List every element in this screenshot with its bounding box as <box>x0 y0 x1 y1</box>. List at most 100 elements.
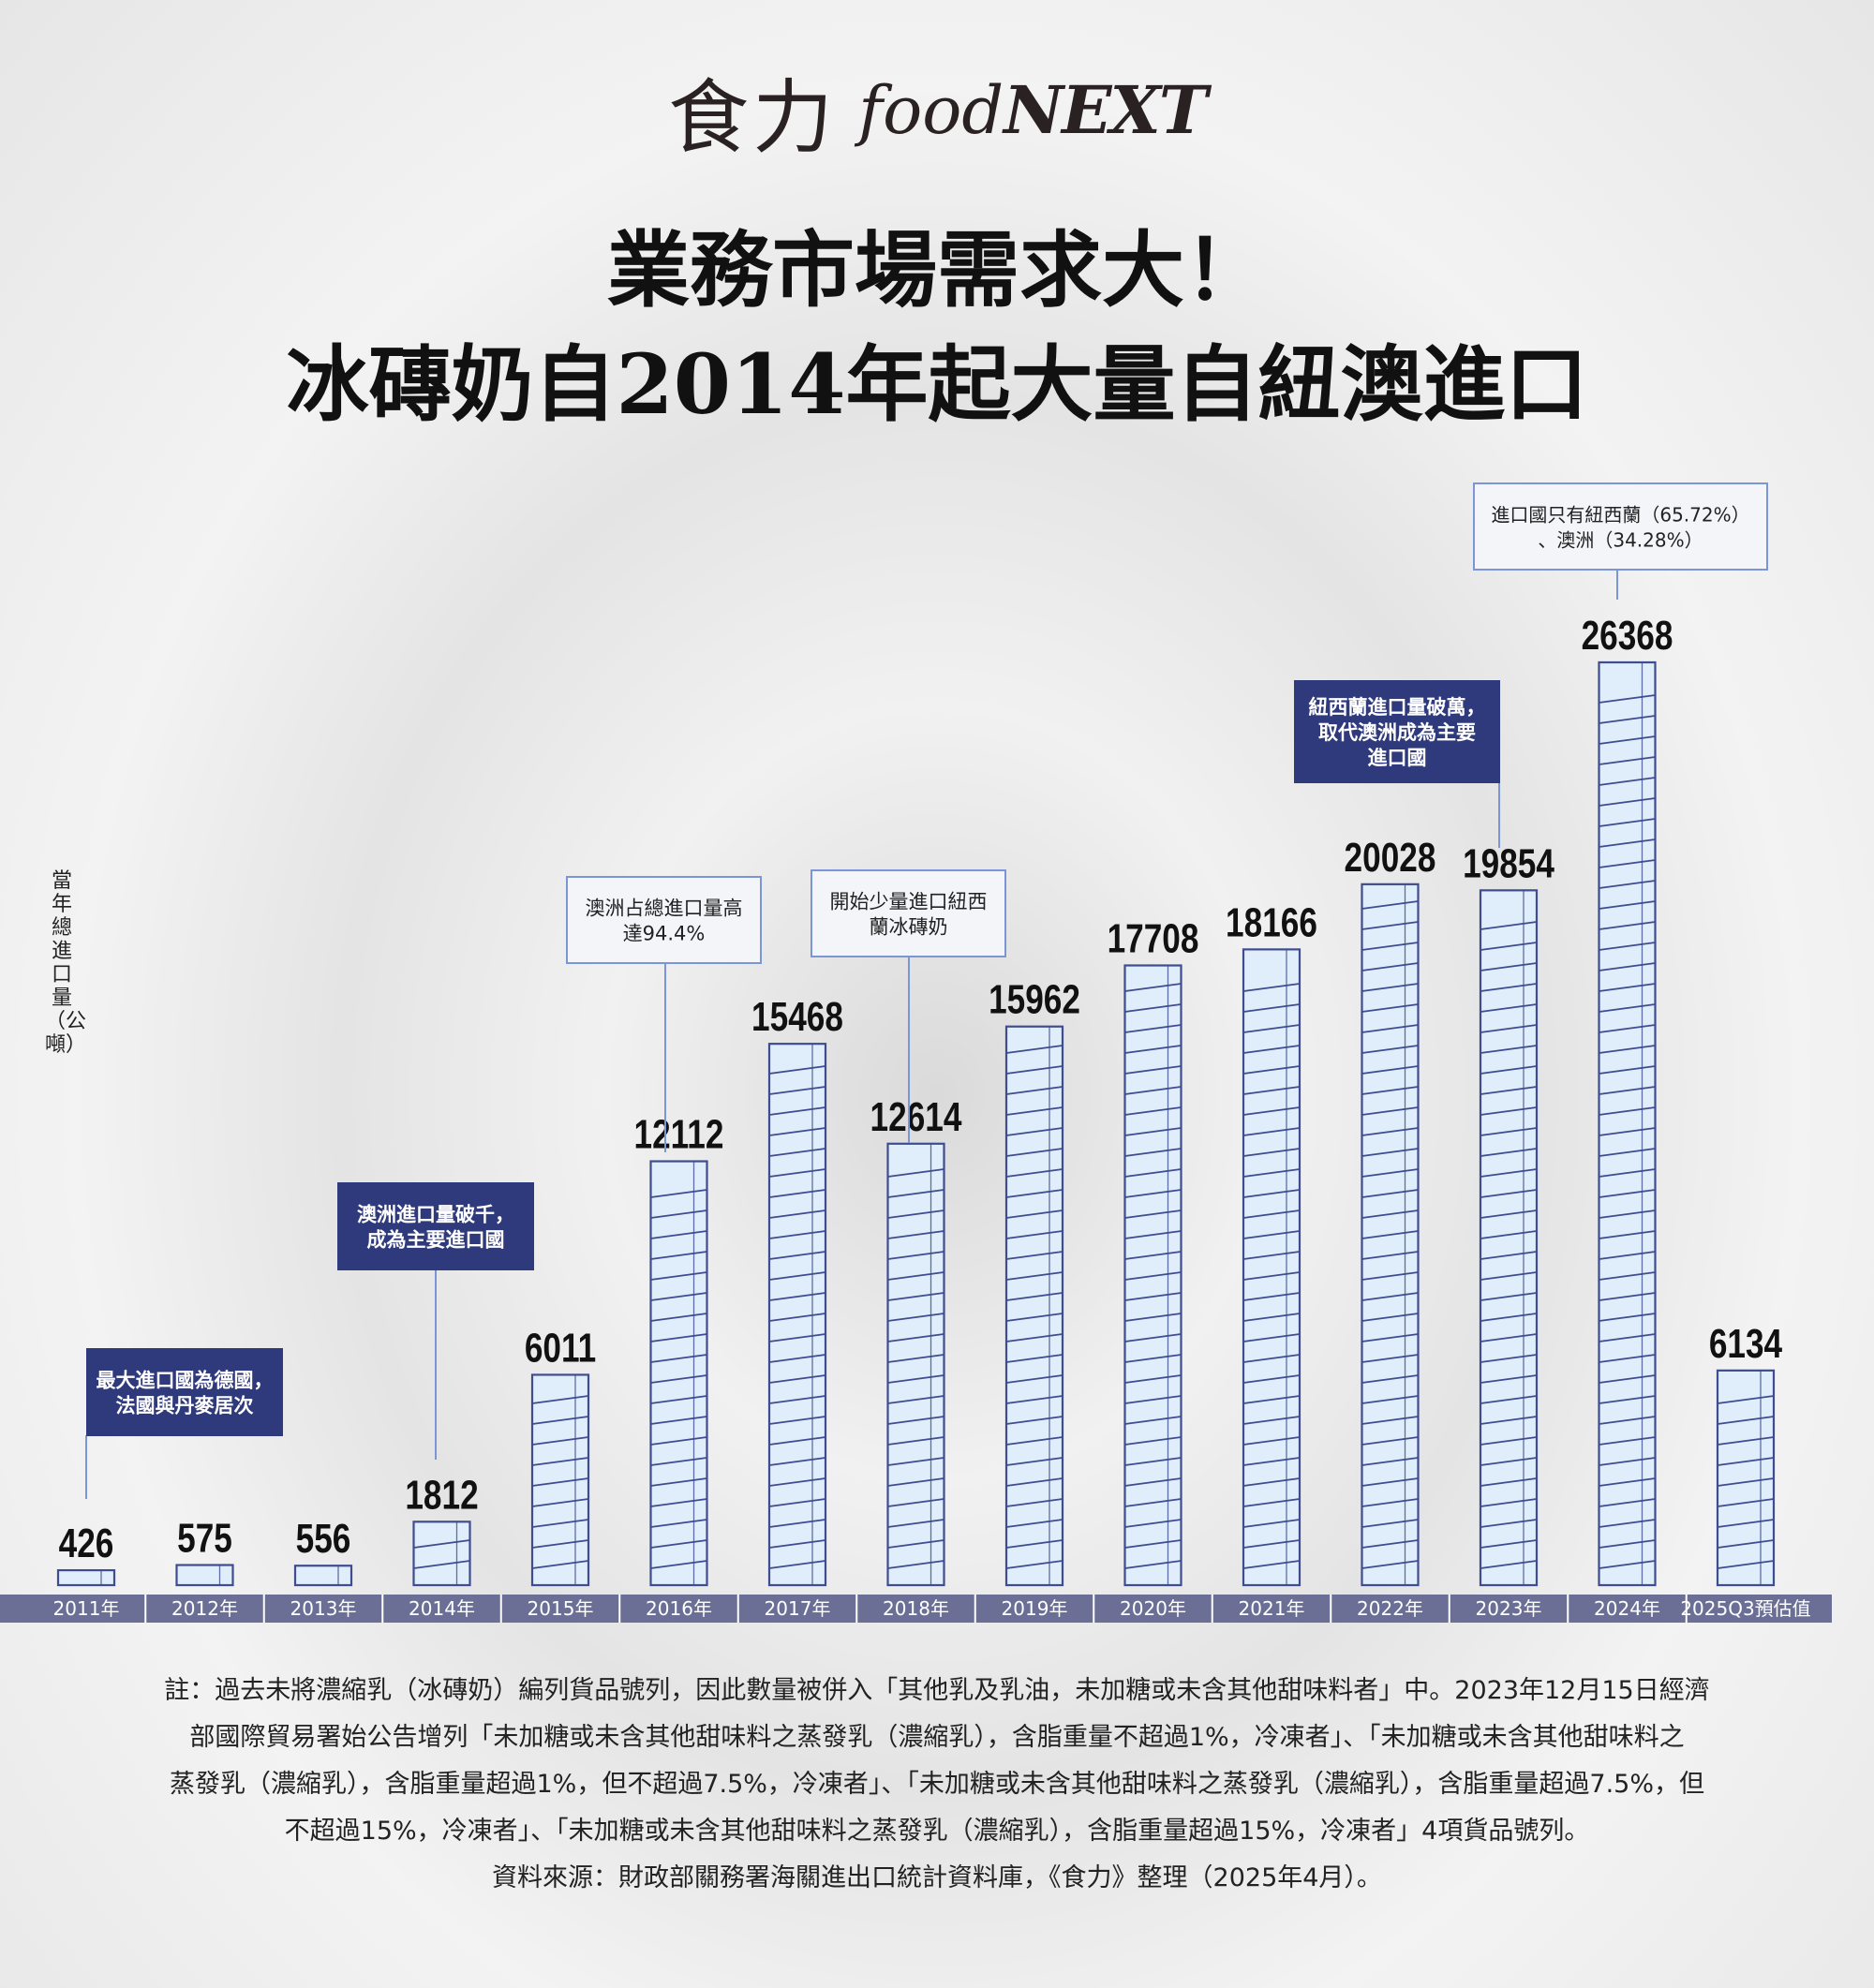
bar-10-slab-8 <box>1242 1416 1301 1425</box>
bar-13-slab-3 <box>1599 1519 1656 1528</box>
bar-13-slab-16 <box>1599 1251 1656 1260</box>
bar-5-slab-1 <box>650 1560 707 1569</box>
bar-11-slab-8 <box>1361 1416 1419 1425</box>
bar-6-slab-23 <box>768 1106 826 1116</box>
bar-10 <box>1242 948 1301 1587</box>
bar-9-slab-25 <box>1124 1065 1182 1075</box>
bar-10-slab-6 <box>1242 1457 1301 1466</box>
bar-6-slab-11 <box>768 1354 826 1363</box>
annotation-box-4 <box>1294 680 1500 783</box>
bar-10-slab-25 <box>1242 1065 1301 1075</box>
bar-7-slab-19 <box>887 1189 944 1198</box>
bar-12-slab-7 <box>1480 1436 1538 1446</box>
bar-10-slab-16 <box>1242 1251 1301 1260</box>
bar-13-slab-8 <box>1599 1416 1656 1425</box>
bar-11-slab-27 <box>1361 1024 1419 1033</box>
bar-6-slab-19 <box>768 1189 826 1198</box>
bar-8-slab-4 <box>1005 1498 1063 1507</box>
bar-12-slab-6 <box>1480 1457 1538 1466</box>
bar-11-slab-32 <box>1361 921 1419 930</box>
brand-chinese-name: 食力 <box>668 71 838 165</box>
value-label-9: 17708 <box>1108 916 1199 962</box>
bar-4-slab-9 <box>531 1395 589 1404</box>
bar-5-slab-19 <box>650 1189 707 1198</box>
bar-5 <box>649 1160 708 1587</box>
bar-8-slab-3 <box>1005 1519 1063 1528</box>
bar-11-slab-17 <box>1361 1230 1419 1239</box>
bar-9-slab-20 <box>1124 1168 1182 1178</box>
bar-13-slab-32 <box>1599 921 1656 930</box>
bar-11-slab-25 <box>1361 1065 1419 1075</box>
bar-9-slab-3 <box>1124 1519 1182 1528</box>
bar-9-slab-5 <box>1124 1477 1182 1487</box>
bar-5-slab-18 <box>650 1209 707 1219</box>
bar-10-slab-21 <box>1242 1148 1301 1157</box>
bar-13-slab-25 <box>1599 1065 1656 1075</box>
bar-6-slab-8 <box>768 1416 826 1425</box>
bar-8-slab-22 <box>1005 1127 1063 1136</box>
bar-5-slab-12 <box>650 1333 707 1343</box>
bar-14-slab-2 <box>1717 1539 1775 1549</box>
bar-13-slab-37 <box>1599 818 1656 827</box>
annotation-box-1 <box>337 1182 534 1270</box>
bar-8-slab-10 <box>1005 1374 1063 1384</box>
bar-5-slab-11 <box>650 1354 707 1363</box>
bar-11-slab-2 <box>1361 1539 1419 1549</box>
value-label-10: 18166 <box>1226 900 1317 946</box>
bar-7-slab-16 <box>887 1251 944 1260</box>
bar-12-slab-26 <box>1480 1045 1538 1054</box>
bar-8-slab-14 <box>1005 1292 1063 1301</box>
bar-7-slab-10 <box>887 1374 944 1384</box>
annotation-text-0-1: 法國與丹麥居次 <box>116 1395 254 1417</box>
bar-7-slab-17 <box>887 1230 944 1239</box>
bar-11-slab-9 <box>1361 1395 1419 1404</box>
bar-13-slab-36 <box>1599 838 1656 848</box>
bar-10-slab-3 <box>1242 1519 1301 1528</box>
bar-6-slab-17 <box>768 1230 826 1239</box>
bar-12-slab-30 <box>1480 962 1538 972</box>
bar-13-slab-31 <box>1599 942 1656 951</box>
category-label-0: 2011年 <box>53 1597 120 1620</box>
bar-7-slab-14 <box>887 1292 944 1301</box>
annotation-text-0-0: 最大進口國為德國， <box>97 1370 274 1392</box>
bar-13-slab-11 <box>1599 1354 1656 1363</box>
bar-11-slab-19 <box>1361 1189 1419 1198</box>
bar-10-slab-1 <box>1242 1560 1301 1569</box>
bar-3-slab-1 <box>413 1560 470 1569</box>
bar-7-slab-13 <box>887 1313 944 1322</box>
bar-4-slab-2 <box>531 1539 589 1549</box>
value-label-6: 15468 <box>751 995 843 1041</box>
bar-7-slab-7 <box>887 1436 944 1446</box>
bar-10-slab-11 <box>1242 1354 1301 1363</box>
bar-5-slab-2 <box>650 1539 707 1549</box>
bar-10-slab-15 <box>1242 1271 1301 1281</box>
bar-10-slab-17 <box>1242 1230 1301 1239</box>
value-label-11: 20028 <box>1345 835 1436 881</box>
bar-12-slab-14 <box>1480 1292 1538 1301</box>
bar-12-slab-23 <box>1480 1106 1538 1116</box>
bar-4-slab-5 <box>531 1477 589 1487</box>
value-label-0: 426 <box>59 1521 114 1566</box>
bar-7-slab-18 <box>887 1209 944 1219</box>
bar-12-slab-25 <box>1480 1065 1538 1075</box>
bar-12-slab-29 <box>1480 983 1538 992</box>
bar-13-slab-9 <box>1599 1395 1656 1404</box>
bar-9-slab-19 <box>1124 1189 1182 1198</box>
bar-13-slab-28 <box>1599 1003 1656 1013</box>
bar-9-slab-4 <box>1124 1498 1182 1507</box>
bar-11-slab-21 <box>1361 1148 1419 1157</box>
bar-13-slab-43 <box>1599 694 1656 704</box>
footnote-line-2: 部國際貿易署始公告增列「未加糖或未含其他甜味料之蒸發乳（濃縮乳），含脂重量不超過… <box>189 1723 1685 1752</box>
brand-english-suffix-text: NEXT <box>1004 71 1208 149</box>
bar-13-slab-41 <box>1599 735 1656 745</box>
category-label-1: 2012年 <box>171 1597 238 1620</box>
bar-8-slab-5 <box>1005 1477 1063 1487</box>
bar-11-slab-13 <box>1361 1313 1419 1322</box>
bar-7-slab-2 <box>887 1539 944 1549</box>
bar-13-slab-2 <box>1599 1539 1656 1549</box>
annotation-text-1-1: 成為主要進口國 <box>367 1229 505 1252</box>
bar-6-slab-22 <box>768 1127 826 1136</box>
bar-6-slab-10 <box>768 1374 826 1384</box>
bar-10-slab-9 <box>1242 1395 1301 1404</box>
value-label-7: 12614 <box>870 1094 962 1140</box>
